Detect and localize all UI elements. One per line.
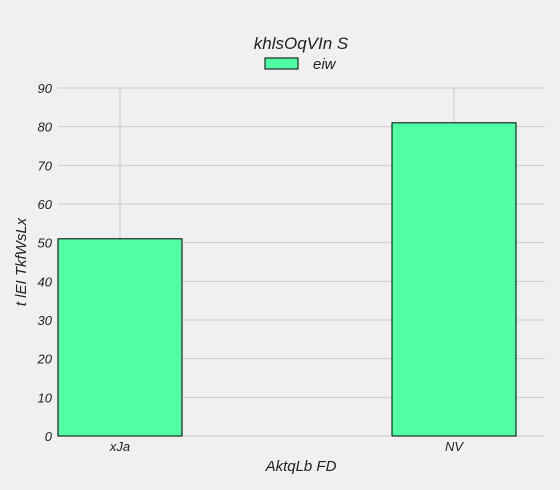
bars bbox=[57, 122, 517, 437]
y-tick-label: 80 bbox=[38, 120, 53, 135]
legend-swatch bbox=[264, 57, 299, 70]
bar-xJa bbox=[57, 238, 183, 437]
y-tick-label: 30 bbox=[38, 313, 53, 328]
y-tick-label: 40 bbox=[38, 274, 53, 289]
x-tick-labels: xJa NV bbox=[109, 439, 464, 454]
y-tick-labels: 0 10 20 30 40 50 60 70 80 90 bbox=[37, 81, 53, 444]
chart-title: khlsOqVIn S bbox=[254, 34, 349, 53]
y-tick-label: 0 bbox=[45, 429, 53, 444]
y-tick-label: 50 bbox=[38, 236, 53, 251]
x-tick-label: xJa bbox=[109, 439, 130, 454]
x-axis-label: AktqLb FD bbox=[265, 458, 337, 475]
y-tick-label: 10 bbox=[38, 390, 53, 405]
bar-NV bbox=[391, 122, 517, 437]
y-tick-label: 70 bbox=[38, 158, 53, 173]
legend: eiw bbox=[264, 56, 337, 73]
y-tick-label: 90 bbox=[38, 81, 53, 96]
y-tick-label: 60 bbox=[38, 197, 53, 212]
y-tick-label: 20 bbox=[37, 352, 53, 367]
x-tick-label: NV bbox=[445, 439, 464, 454]
legend-label: eiw bbox=[313, 56, 337, 73]
y-axis-label: t lEI TkfWsLx bbox=[13, 217, 30, 306]
